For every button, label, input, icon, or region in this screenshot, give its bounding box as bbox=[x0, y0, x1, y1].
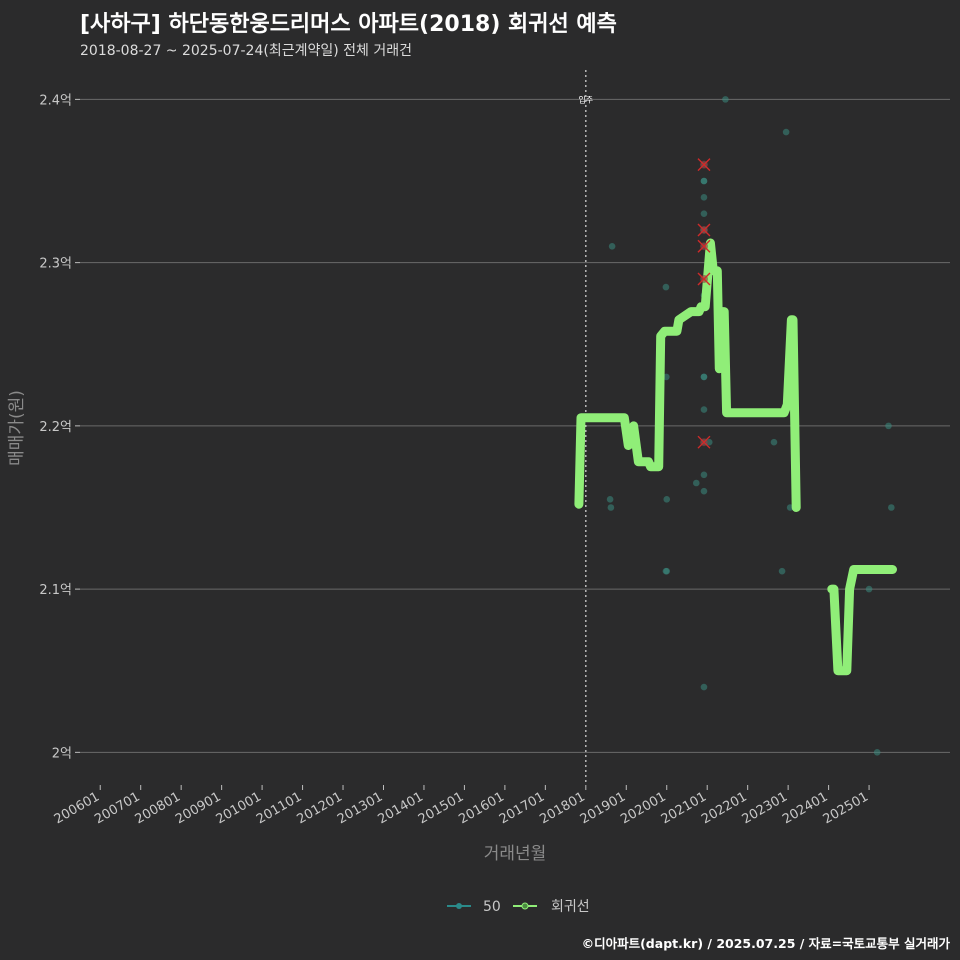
x-axis-ticks: 2006012007012008012009012010012011012012… bbox=[52, 785, 871, 827]
transaction-point bbox=[700, 210, 708, 217]
legend-item-50: 50 bbox=[447, 899, 501, 915]
x-tick-label: 202101 bbox=[659, 789, 709, 827]
x-tick-label: 201501 bbox=[416, 789, 466, 827]
x-tick-label: 201101 bbox=[254, 789, 304, 827]
outlier-marker bbox=[697, 272, 711, 286]
transaction-point bbox=[700, 177, 708, 185]
outlier-marker bbox=[697, 239, 711, 253]
x-tick-label: 201001 bbox=[214, 789, 264, 827]
x-tick-label: 201601 bbox=[456, 789, 506, 827]
transaction-point bbox=[692, 479, 700, 487]
regression-line bbox=[574, 238, 897, 676]
source-credit: ©디아파트(dapt.kr) / 2025.07.25 / 자료=국토교통부 실… bbox=[581, 936, 950, 951]
legend-marker-regression bbox=[521, 902, 529, 910]
transaction-point bbox=[663, 496, 671, 503]
y-tick-label: 2.3억 bbox=[39, 257, 72, 272]
transaction-point bbox=[770, 438, 778, 446]
transaction-point bbox=[700, 471, 708, 479]
x-tick-label: 201201 bbox=[295, 789, 345, 827]
transaction-point bbox=[778, 567, 786, 575]
outlier-marker bbox=[697, 158, 711, 172]
transaction-point bbox=[700, 406, 708, 413]
regression-segment bbox=[574, 238, 801, 512]
transaction-point bbox=[606, 496, 614, 503]
transaction-point bbox=[700, 683, 708, 691]
legend-marker-50 bbox=[456, 903, 462, 909]
transaction-point bbox=[607, 504, 615, 511]
y-tick-label: 2.1억 bbox=[39, 583, 72, 598]
move-in-annotation: 입주 bbox=[578, 70, 593, 785]
x-tick-label: 201801 bbox=[537, 789, 587, 827]
x-tick-label: 200601 bbox=[52, 789, 102, 827]
legend-label-50: 50 bbox=[483, 899, 501, 915]
transaction-point bbox=[663, 373, 670, 381]
transaction-point bbox=[865, 585, 873, 593]
transaction-point bbox=[888, 504, 895, 511]
x-tick-label: 202001 bbox=[618, 789, 668, 827]
transaction-point bbox=[700, 373, 708, 381]
legend-label-regression: 회귀선 bbox=[551, 899, 590, 915]
chart-subtitle: 2018-08-27 ~ 2025-07-24(최근계약일) 전체 거래건 bbox=[80, 43, 412, 59]
x-tick-label: 202501 bbox=[821, 789, 871, 827]
y-tick-label: 2억 bbox=[52, 746, 72, 761]
x-tick-label: 201701 bbox=[497, 789, 547, 827]
transaction-point bbox=[873, 749, 881, 756]
transaction-point bbox=[662, 283, 670, 291]
transaction-point bbox=[700, 487, 708, 495]
x-tick-label: 200801 bbox=[133, 789, 183, 827]
legend-item-regression: 회귀선 bbox=[513, 899, 590, 915]
outlier-marker bbox=[697, 223, 711, 237]
move-in-label: 입주 bbox=[578, 95, 593, 104]
x-tick-label: 200701 bbox=[92, 789, 142, 827]
chart-title: [사하구] 하단동한웅드리머스 아파트(2018) 회귀선 예측 bbox=[80, 12, 617, 37]
y-tick-label: 2.4억 bbox=[39, 93, 72, 108]
transaction-point bbox=[608, 243, 616, 250]
transaction-point bbox=[722, 96, 729, 103]
outlier-marker bbox=[697, 435, 711, 449]
x-tick-label: 200901 bbox=[173, 789, 223, 827]
y-tick-label: 2.2억 bbox=[39, 420, 72, 435]
transaction-point bbox=[782, 128, 790, 136]
x-tick-label: 202201 bbox=[699, 789, 749, 827]
y-axis-title: 매매가(원) bbox=[7, 390, 27, 466]
x-axis-title: 거래년월 bbox=[484, 844, 547, 864]
transaction-point bbox=[663, 567, 671, 575]
x-tick-label: 201301 bbox=[335, 789, 385, 827]
x-tick-label: 201901 bbox=[578, 789, 628, 827]
transaction-point bbox=[700, 194, 708, 201]
gridlines bbox=[80, 98, 950, 753]
x-tick-label: 202301 bbox=[740, 789, 790, 827]
x-tick-label: 201401 bbox=[375, 789, 425, 827]
y-axis-ticks: 2억 2.1억 2.2억 2.3억 2.4억 bbox=[39, 93, 80, 761]
flagged-points bbox=[697, 158, 711, 449]
legend: 50 회귀선 bbox=[447, 899, 590, 915]
transaction-point bbox=[885, 422, 892, 430]
regression-segment bbox=[827, 565, 897, 676]
x-tick-label: 202401 bbox=[780, 789, 830, 827]
